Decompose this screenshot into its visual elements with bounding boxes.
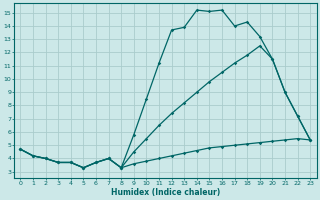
X-axis label: Humidex (Indice chaleur): Humidex (Indice chaleur) — [111, 188, 220, 197]
